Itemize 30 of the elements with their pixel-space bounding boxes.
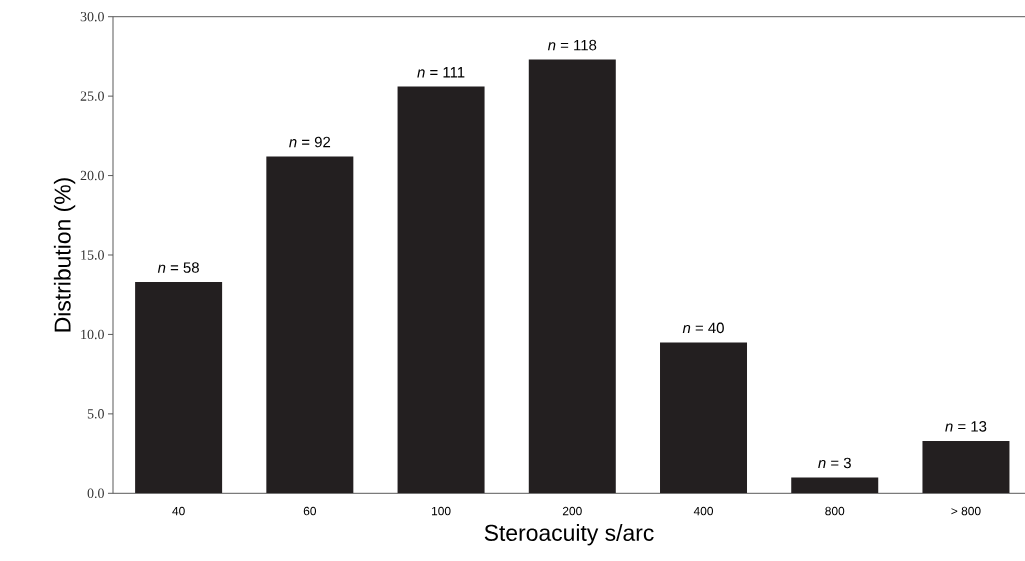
annotation: n = 111 bbox=[417, 67, 465, 78]
annotation: n = 92 bbox=[289, 136, 331, 148]
x-tick-label: 200 bbox=[562, 506, 582, 516]
x-axis-title: Steroacuity s/arc bbox=[484, 524, 654, 546]
bar bbox=[135, 282, 223, 494]
annotation: n = 118 bbox=[547, 39, 597, 51]
bar bbox=[660, 342, 748, 494]
y-axis-title: Distribution (%) bbox=[53, 178, 76, 332]
x-tick-label: 800 bbox=[825, 506, 845, 516]
x-tick-label: 100 bbox=[431, 506, 451, 516]
y-tick-label: 25.0 bbox=[80, 91, 104, 101]
bar bbox=[528, 59, 616, 494]
y-tick-label: 5.0 bbox=[87, 409, 104, 419]
annotation: n = 3 bbox=[818, 457, 851, 469]
y-tick-label: 20.0 bbox=[80, 170, 104, 181]
y-tick-label: 30.0 bbox=[80, 11, 104, 22]
bar bbox=[791, 477, 879, 494]
bar bbox=[266, 156, 354, 494]
bar bbox=[922, 440, 1010, 494]
y-tick-label: 0.0 bbox=[87, 488, 104, 499]
bar bbox=[397, 86, 485, 494]
x-tick-label: 60 bbox=[303, 506, 317, 516]
annotation: n = 13 bbox=[945, 421, 987, 432]
x-tick-label: 40 bbox=[172, 506, 185, 516]
x-tick-label: 400 bbox=[693, 506, 714, 516]
y-tick-label: 10.0 bbox=[81, 329, 104, 340]
annotation: n = 58 bbox=[157, 262, 199, 273]
x-tick-label: > 800 bbox=[951, 506, 981, 516]
y-tick-label: 15.0 bbox=[81, 250, 104, 260]
annotation: n = 40 bbox=[682, 322, 724, 334]
